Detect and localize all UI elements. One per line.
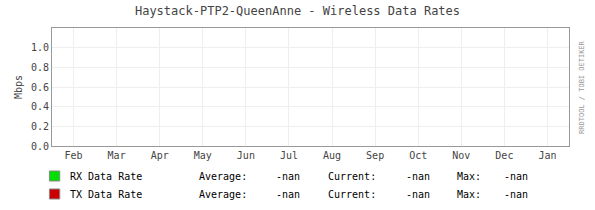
svg-text:RRDTOOL / TOBI OETIKER: RRDTOOL / TOBI OETIKER — [578, 40, 586, 134]
svg-text:Mar: Mar — [108, 150, 126, 161]
svg-text:Max:: Max: — [457, 171, 481, 182]
svg-text:-nan: -nan — [276, 189, 300, 200]
svg-text:Max:: Max: — [457, 189, 481, 200]
svg-text:Sep: Sep — [366, 150, 384, 161]
svg-text:0.6: 0.6 — [31, 82, 49, 93]
svg-text:Mbps: Mbps — [13, 75, 24, 99]
svg-text:0.2: 0.2 — [31, 121, 49, 132]
svg-text:-nan: -nan — [504, 171, 528, 182]
svg-text:Oct: Oct — [409, 150, 427, 161]
svg-text:Jun: Jun — [237, 150, 255, 161]
svg-text:Average:: Average: — [199, 171, 247, 182]
svg-text:Dec: Dec — [495, 150, 513, 161]
svg-text:Apr: Apr — [151, 150, 169, 161]
svg-text:Haystack-PTP2-QueenAnne - Wire: Haystack-PTP2-QueenAnne - Wireless Data … — [135, 4, 460, 18]
svg-text:Feb: Feb — [65, 150, 83, 161]
svg-text:0.0: 0.0 — [31, 141, 49, 152]
svg-text:-nan: -nan — [406, 189, 430, 200]
svg-text:0.8: 0.8 — [31, 62, 49, 73]
svg-text:May: May — [194, 150, 212, 161]
svg-text:Jul: Jul — [280, 150, 298, 161]
svg-text:Nov: Nov — [452, 150, 470, 161]
svg-text:1.0: 1.0 — [31, 42, 49, 53]
svg-text:Current:: Current: — [328, 189, 376, 200]
svg-text:Jan: Jan — [538, 150, 556, 161]
svg-text:0.4: 0.4 — [31, 101, 49, 112]
svg-text:-nan: -nan — [406, 171, 430, 182]
svg-text:Average:: Average: — [199, 189, 247, 200]
svg-text:RX Data Rate: RX Data Rate — [70, 171, 142, 182]
svg-text:-nan: -nan — [276, 171, 300, 182]
svg-text:TX Data Rate: TX Data Rate — [70, 189, 142, 200]
svg-text:-nan: -nan — [504, 189, 528, 200]
svg-text:Aug: Aug — [323, 150, 341, 161]
svg-text:Current:: Current: — [328, 171, 376, 182]
